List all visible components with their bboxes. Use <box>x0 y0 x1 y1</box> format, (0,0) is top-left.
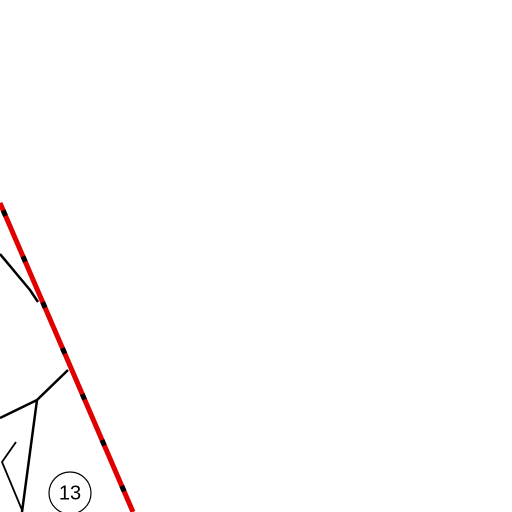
border-line <box>0 202 136 512</box>
boundary-line <box>20 399 39 512</box>
boundary-line <box>0 253 40 303</box>
boundary-line <box>1 441 23 511</box>
parcel-boundaries <box>0 253 69 512</box>
parcel-label: 13 <box>59 482 81 504</box>
parcel-marker <box>48 471 92 512</box>
